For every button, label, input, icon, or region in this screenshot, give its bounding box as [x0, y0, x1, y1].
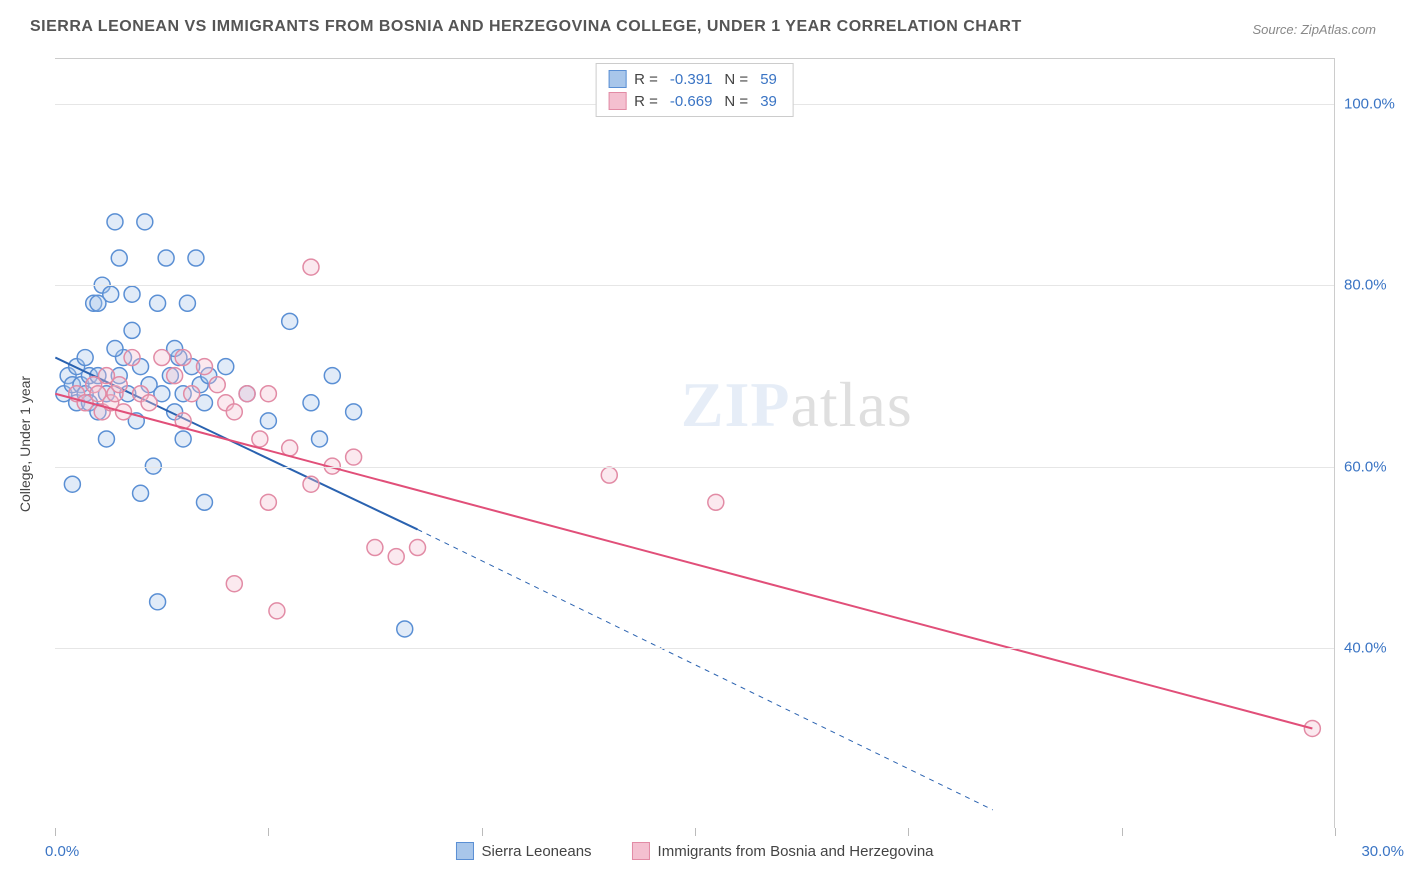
data-point — [1304, 720, 1320, 736]
series-legend: Sierra Leoneans Immigrants from Bosnia a… — [455, 842, 933, 860]
x-tick-mark — [268, 828, 269, 836]
data-point — [282, 313, 298, 329]
data-point — [154, 350, 170, 366]
data-point — [226, 576, 242, 592]
y-tick-label: 60.0% — [1344, 458, 1404, 475]
data-point — [312, 431, 328, 447]
y-tick-label: 40.0% — [1344, 639, 1404, 656]
data-point — [124, 350, 140, 366]
data-point — [303, 476, 319, 492]
correlation-legend: R = -0.391 N = 59 R = -0.669 N = 39 — [595, 63, 794, 117]
data-point — [111, 250, 127, 266]
swatch-series-2 — [608, 92, 626, 110]
legend-row-series-2: R = -0.669 N = 39 — [608, 90, 781, 112]
regression-line — [55, 394, 1312, 729]
gridline — [55, 648, 1334, 649]
data-point — [158, 250, 174, 266]
data-point — [150, 594, 166, 610]
x-tick-mark — [695, 828, 696, 836]
legend-n-value-1: 59 — [760, 71, 777, 88]
gridline — [55, 285, 1334, 286]
legend-row-series-1: R = -0.391 N = 59 — [608, 68, 781, 90]
x-tick-mark — [1335, 828, 1336, 836]
y-tick-label: 100.0% — [1344, 96, 1404, 113]
data-point — [269, 603, 285, 619]
data-point — [410, 540, 426, 556]
data-point — [107, 214, 123, 230]
data-point — [111, 377, 127, 393]
legend-n-value-2: 39 — [760, 93, 777, 110]
data-point — [133, 485, 149, 501]
legend-label-2: Immigrants from Bosnia and Herzegovina — [658, 843, 934, 860]
data-point — [303, 395, 319, 411]
data-point — [252, 431, 268, 447]
legend-n-label: N = — [724, 71, 748, 88]
x-tick-mark — [908, 828, 909, 836]
data-point — [98, 431, 114, 447]
data-point — [141, 395, 157, 411]
y-tick-label: 80.0% — [1344, 277, 1404, 294]
chart-area: College, Under 1 year R = -0.391 N = 59 … — [55, 58, 1335, 828]
data-point — [124, 322, 140, 338]
data-point — [260, 386, 276, 402]
data-point — [388, 549, 404, 565]
data-point — [184, 386, 200, 402]
source-credit: Source: ZipAtlas.com — [1252, 22, 1376, 37]
legend-r-value-2: -0.669 — [670, 93, 713, 110]
swatch-bottom-2 — [632, 842, 650, 860]
data-point — [260, 494, 276, 510]
legend-r-label: R = — [634, 71, 658, 88]
scatter-plot — [55, 59, 1334, 828]
data-point — [303, 259, 319, 275]
legend-r-label: R = — [634, 93, 658, 110]
data-point — [282, 440, 298, 456]
data-point — [179, 295, 195, 311]
swatch-series-1 — [608, 70, 626, 88]
x-tick-mark — [482, 828, 483, 836]
data-point — [64, 476, 80, 492]
chart-title: SIERRA LEONEAN VS IMMIGRANTS FROM BOSNIA… — [30, 18, 1022, 36]
data-point — [226, 404, 242, 420]
legend-n-label: N = — [724, 93, 748, 110]
x-axis-start-label: 0.0% — [45, 843, 79, 860]
x-axis-end-label: 30.0% — [1361, 843, 1404, 860]
data-point — [397, 621, 413, 637]
legend-item-series-1: Sierra Leoneans — [455, 842, 591, 860]
data-point — [196, 359, 212, 375]
data-point — [218, 359, 234, 375]
legend-item-series-2: Immigrants from Bosnia and Herzegovina — [632, 842, 934, 860]
data-point — [175, 350, 191, 366]
data-point — [188, 250, 204, 266]
data-point — [367, 540, 383, 556]
data-point — [601, 467, 617, 483]
x-tick-mark — [55, 828, 56, 836]
data-point — [124, 286, 140, 302]
regression-line-extrapolated — [418, 529, 993, 809]
data-point — [107, 341, 123, 357]
swatch-bottom-1 — [455, 842, 473, 860]
data-point — [346, 449, 362, 465]
data-point — [708, 494, 724, 510]
y-axis-label: College, Under 1 year — [17, 375, 33, 511]
data-point — [137, 214, 153, 230]
data-point — [196, 494, 212, 510]
gridline — [55, 467, 1334, 468]
data-point — [239, 386, 255, 402]
data-point — [209, 377, 225, 393]
legend-label-1: Sierra Leoneans — [481, 843, 591, 860]
data-point — [167, 368, 183, 384]
data-point — [150, 295, 166, 311]
legend-r-value-1: -0.391 — [670, 71, 713, 88]
x-tick-mark — [1122, 828, 1123, 836]
data-point — [346, 404, 362, 420]
data-point — [77, 350, 93, 366]
data-point — [175, 431, 191, 447]
data-point — [324, 368, 340, 384]
data-point — [90, 295, 106, 311]
data-point — [260, 413, 276, 429]
